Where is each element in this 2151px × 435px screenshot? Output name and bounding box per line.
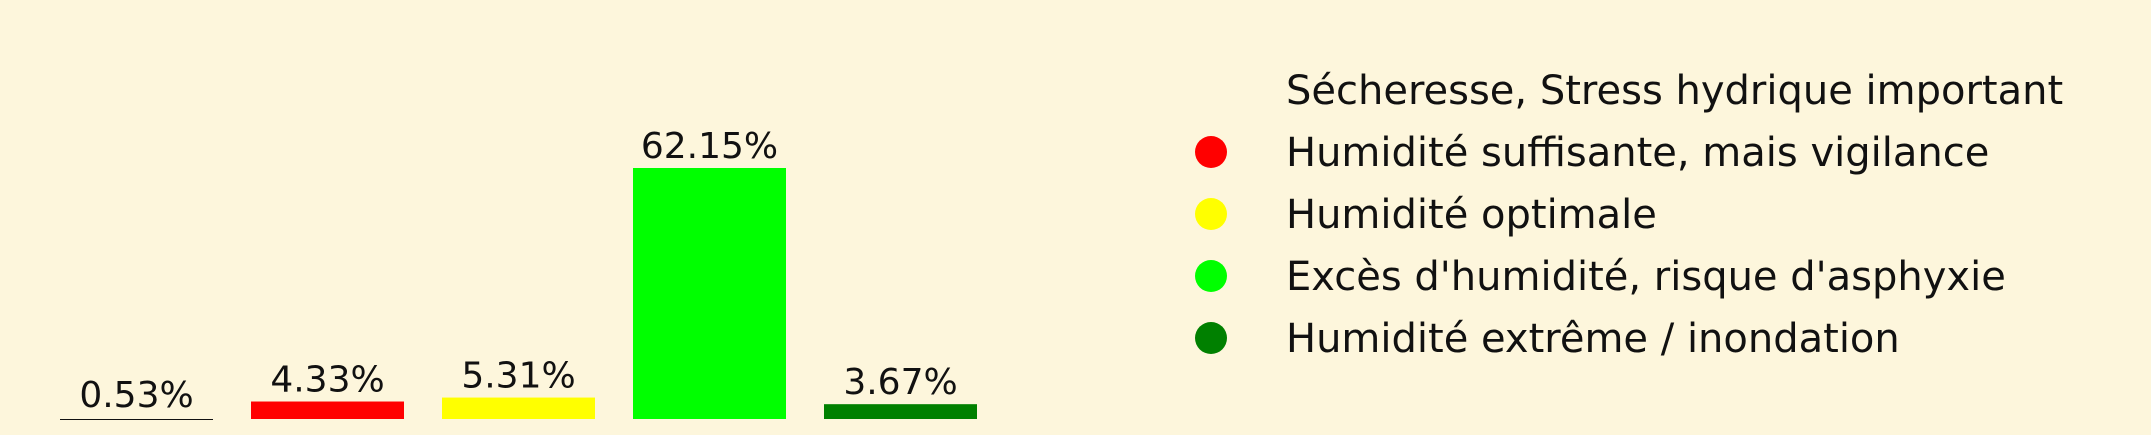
- legend-marker-1: [1195, 74, 1227, 106]
- legend-label-2: Humidité suffisante, mais vigilance: [1286, 130, 1989, 176]
- bar-value-label-2: 4.33%: [270, 360, 384, 401]
- legend-label-1: Sécheresse, Stress hydrique important: [1286, 68, 2063, 114]
- legend-marker-5: [1195, 322, 1227, 354]
- legend-label-5: Humidité extrême / inondation: [1286, 316, 1900, 362]
- bar-1: [60, 416, 213, 419]
- bar-value-label-5: 3.67%: [843, 362, 957, 403]
- legend-marker-3: [1195, 198, 1227, 230]
- legend-marker-2: [1195, 136, 1227, 168]
- bar-value-label-4: 62.15%: [641, 126, 778, 167]
- legend: Sécheresse, Stress hydrique important Hum…: [1195, 68, 2063, 362]
- bar-3: [442, 397, 595, 419]
- bar-2: [251, 401, 404, 419]
- bar-4: [633, 168, 786, 419]
- legend-label-3: Humidité optimale: [1286, 192, 1657, 238]
- bar-5: [824, 404, 977, 419]
- legend-marker-4: [1195, 260, 1227, 292]
- bar-value-label-1: 0.53%: [79, 375, 193, 416]
- legend-label-4: Excès d'humidité, risque d'asphyxie: [1286, 254, 2006, 300]
- bar-value-label-3: 5.31%: [461, 356, 575, 397]
